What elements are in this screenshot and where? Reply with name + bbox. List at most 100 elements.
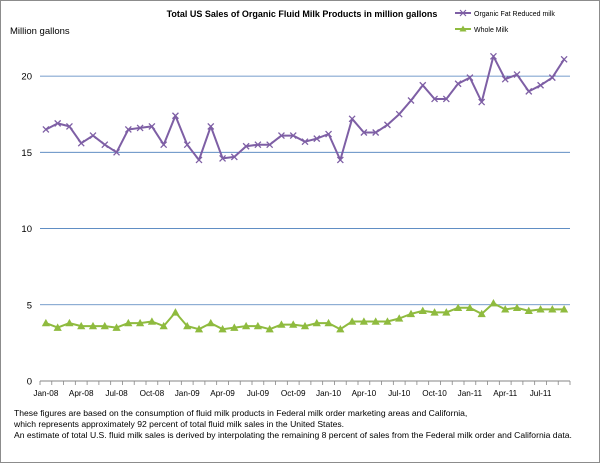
- grid-lines: [40, 75, 570, 306]
- data-point-marker: [454, 80, 462, 88]
- data-point-marker: [372, 129, 380, 136]
- data-point-marker: [489, 52, 497, 60]
- y-tick-label: 20: [21, 72, 32, 83]
- data-point-marker: [395, 314, 404, 322]
- data-point-marker: [383, 121, 391, 129]
- chart-title: Total US Sales of Organic Fluid Milk Pro…: [167, 9, 438, 19]
- x-tick-label: Jan-09: [175, 389, 200, 398]
- data-point-marker: [560, 55, 568, 63]
- footnote-line-3: An estimate of total U.S. fluid milk sal…: [14, 430, 572, 440]
- data-point-marker: [54, 119, 62, 127]
- data-point-marker: [77, 139, 85, 147]
- data-point-marker: [348, 317, 357, 325]
- x-tick-label: Jan-10: [316, 389, 341, 398]
- data-point-marker: [253, 321, 262, 330]
- data-point-marker: [183, 321, 192, 330]
- data-point-marker: [266, 141, 274, 149]
- footnote-line-2: which represents approximately 92 percen…: [14, 419, 345, 429]
- data-point-marker: [65, 122, 73, 130]
- data-point-marker: [183, 141, 191, 149]
- data-point-marker: [536, 305, 545, 313]
- data-point-marker: [65, 318, 74, 327]
- data-point-marker: [124, 318, 133, 327]
- data-point-marker: [160, 141, 168, 149]
- legend-marker: [459, 25, 467, 32]
- data-point-marker: [407, 97, 415, 104]
- data-point-marker: [348, 115, 356, 123]
- y-tick-label: 10: [21, 224, 32, 235]
- data-point-marker: [194, 324, 204, 333]
- data-point-marker: [206, 318, 215, 327]
- data-point-marker: [147, 317, 156, 325]
- data-point-marker: [254, 141, 262, 149]
- data-point-marker: [513, 71, 521, 79]
- data-point-marker: [289, 320, 298, 328]
- legend-marker: [459, 9, 467, 17]
- data-point-marker: [101, 141, 109, 149]
- y-tick-label: 5: [27, 300, 32, 311]
- legend-label: Organic Fat Reduced milk: [474, 11, 555, 18]
- data-point-marker: [113, 148, 121, 156]
- data-point-marker: [301, 138, 309, 146]
- x-tick-label: Jan-08: [33, 389, 58, 398]
- data-point-marker: [136, 124, 144, 132]
- legend-item: Organic Fat Reduced milk: [455, 11, 555, 18]
- data-point-marker: [465, 303, 474, 312]
- x-tick-label: Jul-08: [105, 389, 128, 398]
- data-point-marker: [218, 324, 227, 333]
- data-point-marker: [88, 321, 98, 330]
- y-axis-label: Million gallons: [10, 26, 70, 37]
- x-tick-label: Apr-08: [69, 389, 94, 398]
- data-point-marker: [171, 308, 180, 316]
- x-tick-label: Apr-09: [210, 389, 235, 398]
- data-point-marker: [148, 122, 156, 130]
- legend: Organic Fat Reduced milk Whole Milk: [455, 9, 555, 34]
- data-point-marker: [419, 81, 427, 89]
- data-point-marker: [524, 306, 533, 315]
- data-point-marker: [360, 129, 368, 136]
- data-point-marker: [207, 122, 215, 130]
- data-point-marker: [359, 317, 368, 325]
- data-point-marker: [171, 112, 179, 120]
- data-point-marker: [230, 323, 239, 331]
- data-point-marker: [312, 318, 321, 327]
- data-point-marker: [383, 317, 392, 325]
- data-point-marker: [560, 305, 569, 313]
- axes: 0 5 10 15 20 Jan-08 Apr-08 Jul-08 Oct-08 Jan-09 Ap…: [21, 72, 571, 398]
- data-point-marker: [300, 321, 310, 330]
- data-point-marker: [42, 126, 50, 133]
- x-tick-label: Jul-09: [247, 389, 270, 398]
- data-point-marker: [501, 75, 509, 83]
- data-point-marker: [277, 132, 285, 140]
- data-point-marker: [136, 318, 145, 327]
- data-point-marker: [478, 98, 486, 106]
- data-point-marker: [242, 142, 250, 150]
- data-point-marker: [277, 320, 286, 328]
- data-point-marker: [395, 110, 403, 118]
- data-point-marker: [230, 153, 238, 161]
- data-point-marker: [336, 324, 345, 333]
- data-point-marker: [289, 132, 297, 140]
- legend-label: Whole Milk: [474, 27, 509, 34]
- data-point-marker: [466, 74, 474, 82]
- data-point-marker: [124, 126, 132, 133]
- y-tick-label: 0: [27, 377, 32, 388]
- data-point-marker: [336, 156, 344, 164]
- data-point-marker: [325, 130, 333, 138]
- data-point-marker: [512, 303, 522, 312]
- x-tick-label: Jul-10: [388, 389, 411, 398]
- data-point-marker: [418, 306, 427, 315]
- data-point-marker: [89, 132, 97, 140]
- data-point-marker: [442, 308, 451, 316]
- data-point-marker: [242, 321, 251, 330]
- data-point-marker: [324, 318, 333, 327]
- series-line-organic-fat-reduced: [45, 55, 565, 161]
- data-point-marker: [477, 309, 486, 318]
- x-tick-label: Apr-10: [352, 389, 377, 398]
- data-point-marker: [41, 318, 50, 327]
- data-point-marker: [112, 323, 121, 331]
- data-point-marker: [77, 321, 86, 330]
- data-point-marker: [525, 87, 533, 95]
- x-tick-label: Apr-11: [493, 389, 517, 398]
